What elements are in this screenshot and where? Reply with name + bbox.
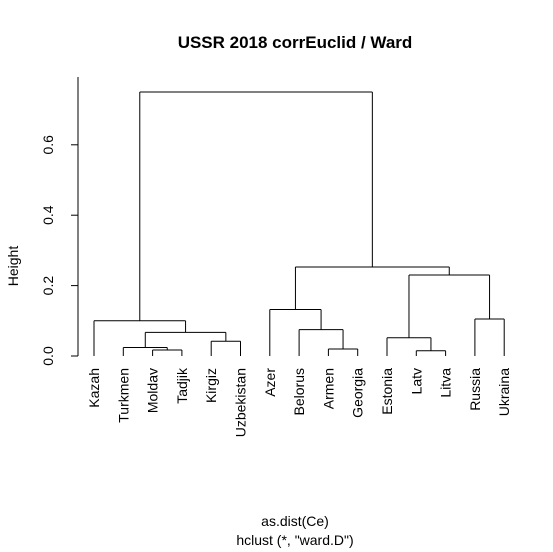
leaf-label: Russia xyxy=(467,368,483,411)
y-axis: 0.0 0.2 0.4 0.6 xyxy=(40,77,79,366)
leaf-label: Armen xyxy=(320,368,336,409)
leaf-label: Turkmen xyxy=(115,368,131,423)
leaf-label: Estonia xyxy=(379,368,395,415)
chart-title: USSR 2018 corrEuclid / Ward xyxy=(178,33,413,52)
y-tick-label: 0.6 xyxy=(40,135,56,155)
x-axis-sublabel: hclust (*, "ward.D") xyxy=(236,532,353,548)
leaf-label: Moldav xyxy=(145,368,161,413)
leaf-label: Kazah xyxy=(86,368,102,408)
leaf-label: Litva xyxy=(438,368,454,398)
leaf-label: Belorus xyxy=(291,368,307,415)
y-tick-label: 0.0 xyxy=(40,346,56,366)
y-tick-label: 0.4 xyxy=(40,205,56,225)
leaf-label: Tadjik xyxy=(174,367,190,404)
leaf-label: Ukraina xyxy=(496,368,512,416)
leaf-label: Azer xyxy=(262,368,278,397)
y-axis-label: Height xyxy=(5,246,21,287)
x-axis-label: as.dist(Ce) xyxy=(261,513,329,529)
dendrogram-branches xyxy=(93,91,505,356)
leaf-label: Latv xyxy=(408,368,424,394)
leaf-label: Uzbekistan xyxy=(233,368,249,437)
leaf-label: Kirgiz xyxy=(203,368,219,403)
leaf-labels: Kazah Turkmen Moldav Tadjik Kirgiz Uzbekistan… xyxy=(86,367,512,437)
leaf-label: Georgia xyxy=(350,368,366,418)
y-tick-label: 0.2 xyxy=(40,276,56,296)
